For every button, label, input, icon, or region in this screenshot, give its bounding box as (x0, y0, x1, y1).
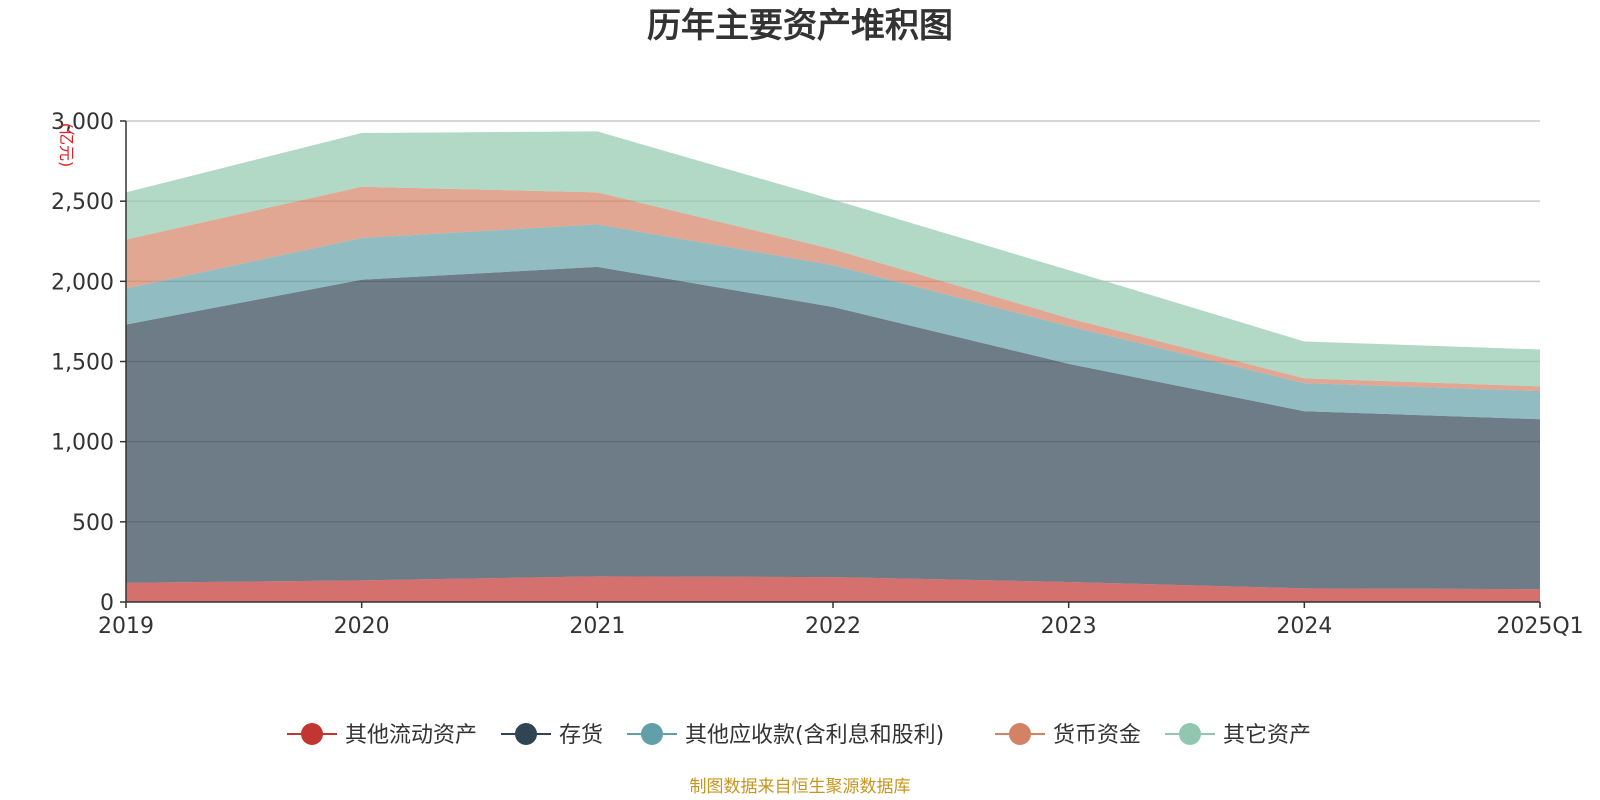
legend-marker (301, 723, 323, 745)
x-tick-label: 2025Q1 (1496, 614, 1583, 639)
area-series-4 (126, 131, 1540, 387)
x-tick-label: 2024 (1276, 614, 1332, 639)
legend-label: 其他应收款(含利息和股利) (685, 723, 944, 748)
legend-marker (1009, 723, 1031, 745)
legend-marker (641, 723, 663, 745)
x-tick-label: 2021 (569, 614, 625, 639)
legend-item-1[interactable]: 存货 (501, 723, 603, 748)
legend-item-2[interactable]: 其他应收款(含利息和股利) (627, 723, 944, 748)
y-tick-label: 1,500 (51, 351, 114, 376)
x-tick-label: 2022 (805, 614, 861, 639)
y-tick-label: 1,000 (51, 431, 114, 456)
legend-label: 其它资产 (1223, 723, 1311, 748)
area-series-2 (126, 224, 1540, 420)
legend-marker (515, 723, 537, 745)
legend-item-4[interactable]: 其它资产 (1165, 723, 1311, 748)
legend-label: 其他流动资产 (345, 723, 477, 748)
axes: 0 500 1,000 1,500 2,000 2,500 3,000 2019 2020 202… (51, 110, 1584, 639)
x-tick-label: 2020 (334, 614, 390, 639)
y-axis-unit: (亿元) (57, 123, 76, 168)
y-tick-label: 2,500 (51, 190, 114, 215)
x-tick-label: 2023 (1041, 614, 1097, 639)
source-note: 制图数据来自恒生聚源数据库 (690, 777, 911, 797)
area-series-1 (126, 266, 1540, 590)
legend-item-3[interactable]: 货币资金 (995, 723, 1141, 748)
x-tick-label: 2019 (98, 614, 154, 639)
legend-label: 货币资金 (1053, 723, 1141, 748)
area-series-0 (126, 576, 1540, 602)
series-areas (126, 131, 1540, 602)
y-tick-label: 2,000 (51, 270, 114, 295)
legend-marker (1179, 723, 1201, 745)
chart-title: 历年主要资产堆积图 (647, 6, 953, 46)
legend-item-0[interactable]: 其他流动资产 (287, 723, 477, 748)
legend: 其他流动资产 存货 其他应收款(含利息和股利) 货币资金 其它资产 (287, 723, 1311, 748)
y-tick-label: 3,000 (51, 110, 114, 135)
y-tick-label: 500 (72, 511, 114, 536)
legend-label: 存货 (559, 723, 603, 748)
y-tick-label: 0 (100, 591, 114, 616)
